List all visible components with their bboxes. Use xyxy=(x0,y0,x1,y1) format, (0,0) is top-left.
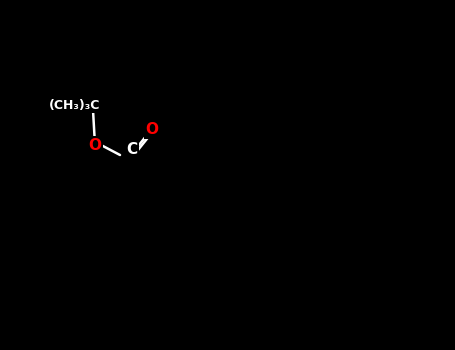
Text: C: C xyxy=(126,142,137,158)
Text: O: O xyxy=(89,138,101,153)
Text: O: O xyxy=(146,122,158,138)
Text: (CH₃)₃C: (CH₃)₃C xyxy=(49,98,101,112)
